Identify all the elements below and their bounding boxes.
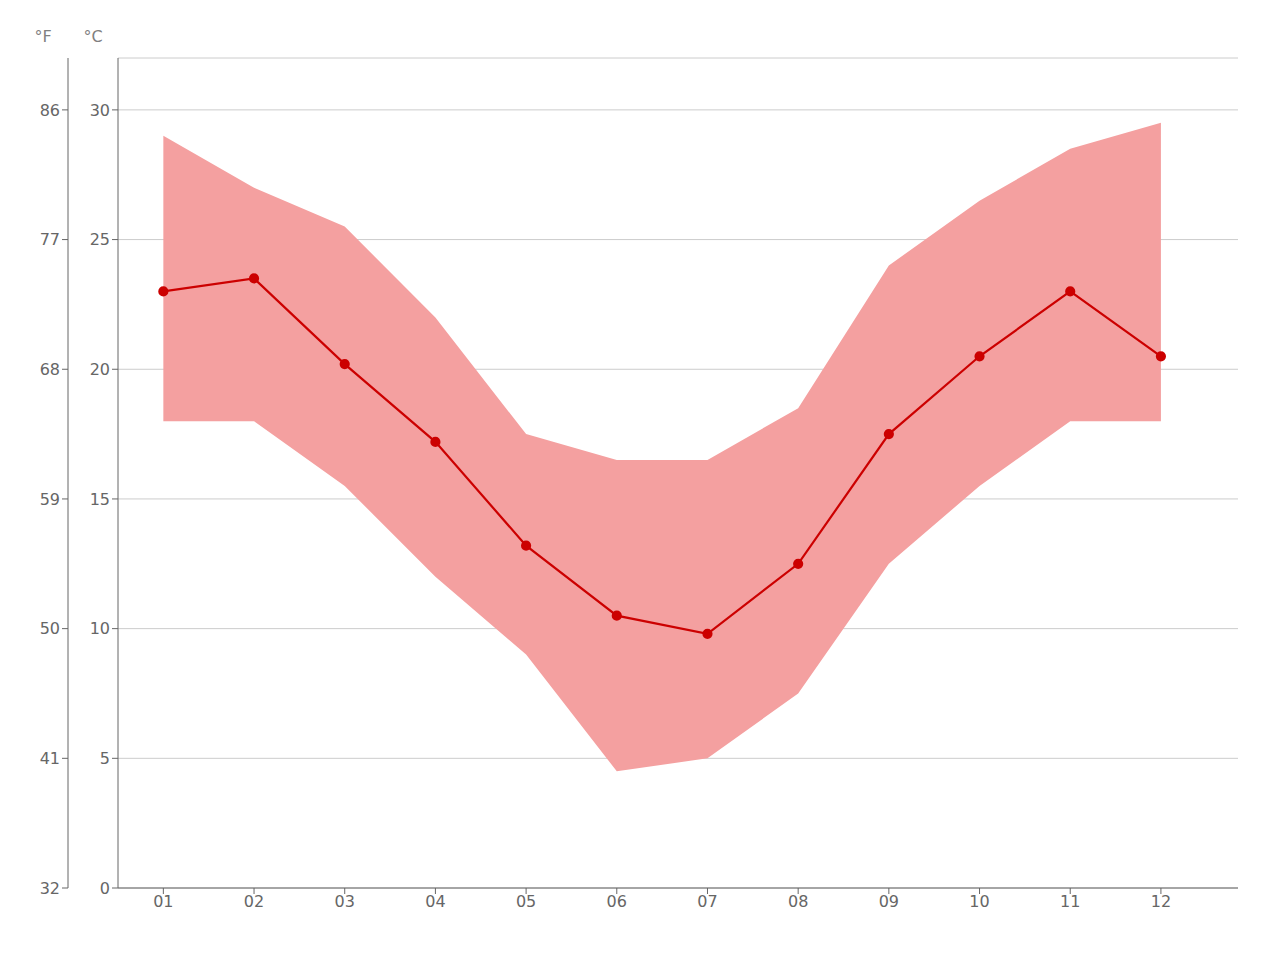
svg-text:10: 10 <box>90 619 110 638</box>
svg-text:08: 08 <box>788 892 808 911</box>
svg-text:86: 86 <box>40 101 60 120</box>
svg-text:05: 05 <box>516 892 536 911</box>
svg-text:68: 68 <box>40 360 60 379</box>
svg-text:25: 25 <box>90 230 110 249</box>
svg-text:50: 50 <box>40 619 60 638</box>
svg-text:07: 07 <box>697 892 717 911</box>
svg-text:0: 0 <box>100 879 110 898</box>
svg-text:5: 5 <box>100 749 110 768</box>
svg-text:59: 59 <box>40 490 60 509</box>
svg-text:09: 09 <box>879 892 899 911</box>
svg-text:°F: °F <box>34 27 51 46</box>
svg-text:12: 12 <box>1151 892 1171 911</box>
svg-text:01: 01 <box>153 892 173 911</box>
svg-text:15: 15 <box>90 490 110 509</box>
svg-text:03: 03 <box>335 892 355 911</box>
svg-text:30: 30 <box>90 101 110 120</box>
svg-text:11: 11 <box>1060 892 1080 911</box>
svg-text:10: 10 <box>969 892 989 911</box>
svg-text:20: 20 <box>90 360 110 379</box>
svg-text:06: 06 <box>607 892 627 911</box>
svg-text:04: 04 <box>425 892 445 911</box>
svg-text:41: 41 <box>40 749 60 768</box>
svg-text:32: 32 <box>40 879 60 898</box>
svg-text:77: 77 <box>40 230 60 249</box>
svg-text:°C: °C <box>83 27 102 46</box>
svg-text:02: 02 <box>244 892 264 911</box>
